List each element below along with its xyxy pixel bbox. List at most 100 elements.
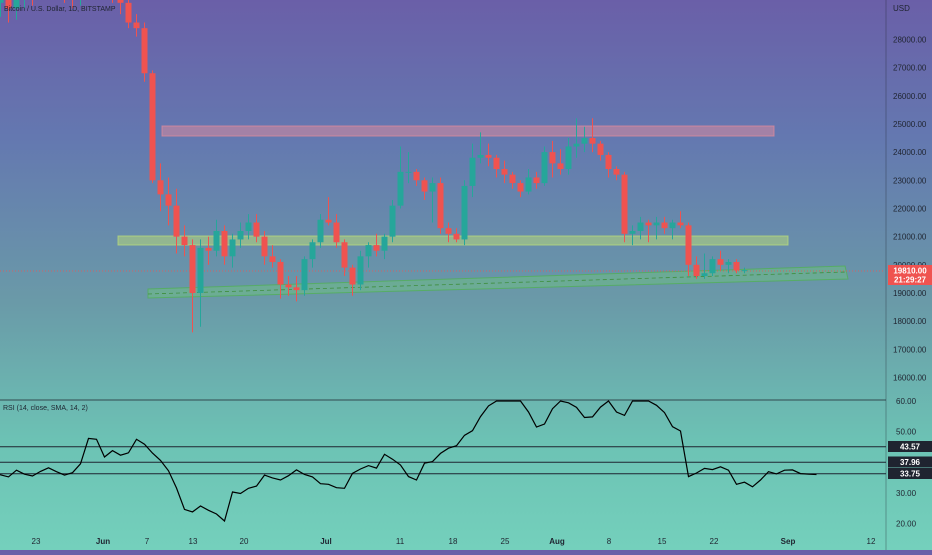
candle xyxy=(72,0,73,9)
candle xyxy=(24,0,25,9)
candle xyxy=(445,222,452,243)
price-axis-tick-label: 24000.00 xyxy=(893,148,927,157)
time-axis-tick-label: 12 xyxy=(867,537,876,546)
candle xyxy=(565,138,572,175)
candle xyxy=(557,149,564,175)
candle xyxy=(437,177,444,234)
candle xyxy=(621,171,628,243)
time-axis-tick-label: Jun xyxy=(96,537,110,546)
candle xyxy=(301,256,308,296)
price-axis-tick-label: 19000.00 xyxy=(893,289,927,298)
candle xyxy=(189,239,196,333)
candle xyxy=(373,233,380,257)
svg-text:33.75: 33.75 xyxy=(900,470,921,479)
candle xyxy=(677,211,684,229)
price-axis-tick-label: 21000.00 xyxy=(893,233,927,242)
candle xyxy=(133,14,140,37)
candle xyxy=(125,0,132,29)
candle xyxy=(701,253,708,279)
time-axis-tick-label: 23 xyxy=(32,537,41,546)
candle xyxy=(165,177,172,226)
candle xyxy=(333,214,340,248)
candle xyxy=(453,228,460,243)
candle xyxy=(181,225,188,257)
candle xyxy=(533,171,540,189)
candle xyxy=(205,236,212,265)
currency-label: USD xyxy=(893,4,910,13)
candle xyxy=(285,276,292,296)
candle xyxy=(245,214,252,240)
rsi-line xyxy=(0,400,817,523)
price-pane[interactable] xyxy=(0,0,885,333)
candle xyxy=(213,219,220,257)
candle xyxy=(541,146,548,186)
candle xyxy=(645,219,652,243)
candle xyxy=(309,239,316,268)
candle xyxy=(277,259,284,299)
candle xyxy=(469,143,476,198)
time-axis[interactable]: 23 Jun 7 13 20 Jul 11 18 25 Aug 8 15 22 Sep 12 xyxy=(32,537,876,546)
candle xyxy=(197,239,204,327)
candle xyxy=(325,197,332,226)
candle xyxy=(717,250,724,271)
candle xyxy=(397,146,404,209)
price-axis-tick-label: 28000.00 xyxy=(893,35,927,44)
rsi-axis-tick-label: 30.00 xyxy=(896,489,917,498)
bar-countdown: 21:29:27 xyxy=(894,276,927,285)
candle xyxy=(549,140,556,178)
candle xyxy=(501,160,508,184)
candle xyxy=(421,177,428,200)
rsi-axis-tick-label: 20.00 xyxy=(896,520,917,529)
candles xyxy=(0,0,748,333)
time-axis-tick-label: 8 xyxy=(607,537,612,546)
candle xyxy=(5,0,12,23)
time-axis-tick-label: 7 xyxy=(145,537,150,546)
time-axis-tick-label: Aug xyxy=(549,537,565,546)
candle xyxy=(221,225,228,265)
candle xyxy=(32,0,33,6)
price-axis[interactable]: 16000.0017000.0018000.0019000.0020000.00… xyxy=(893,35,927,382)
candle xyxy=(613,166,620,181)
time-axis-tick-label: 20 xyxy=(240,537,249,546)
price-axis-tick-label: 27000.00 xyxy=(893,64,927,73)
resistance-zone xyxy=(161,125,775,137)
candle xyxy=(693,256,700,279)
candle xyxy=(461,180,468,246)
candle xyxy=(80,0,81,6)
candle xyxy=(493,154,500,178)
candle xyxy=(589,118,596,153)
price-axis-tick-label: 26000.00 xyxy=(893,92,927,101)
candle xyxy=(389,200,396,243)
svg-text:43.57: 43.57 xyxy=(900,443,921,452)
candle xyxy=(597,140,604,161)
candle xyxy=(517,180,524,198)
candle xyxy=(237,222,244,248)
candle xyxy=(149,70,156,184)
candle xyxy=(725,259,732,274)
svg-text:37.96: 37.96 xyxy=(900,458,921,467)
candle xyxy=(485,143,492,167)
time-axis-tick-label: 13 xyxy=(189,537,198,546)
candle xyxy=(581,126,588,153)
candle xyxy=(605,152,612,178)
time-axis-tick-label: 25 xyxy=(501,537,510,546)
trend-channel xyxy=(147,265,849,299)
price-axis-tick-label: 18000.00 xyxy=(893,317,927,326)
time-axis-tick-label: 18 xyxy=(449,537,458,546)
candle xyxy=(157,163,164,212)
candle xyxy=(365,242,372,268)
candle xyxy=(117,0,124,15)
rsi-pane[interactable] xyxy=(0,400,886,523)
candle xyxy=(573,118,580,158)
time-axis-tick-label: 11 xyxy=(396,537,405,546)
price-axis-tick-label: 16000.00 xyxy=(893,373,927,382)
candle xyxy=(141,22,148,82)
candle xyxy=(357,250,364,291)
rsi-level-tag-3: 33.75 xyxy=(888,468,932,479)
candle xyxy=(381,233,388,260)
candle xyxy=(741,267,748,274)
rsi-level-tag-1: 43.57 xyxy=(888,441,932,452)
price-axis-tick-label: 25000.00 xyxy=(893,120,927,129)
candle xyxy=(341,239,348,277)
